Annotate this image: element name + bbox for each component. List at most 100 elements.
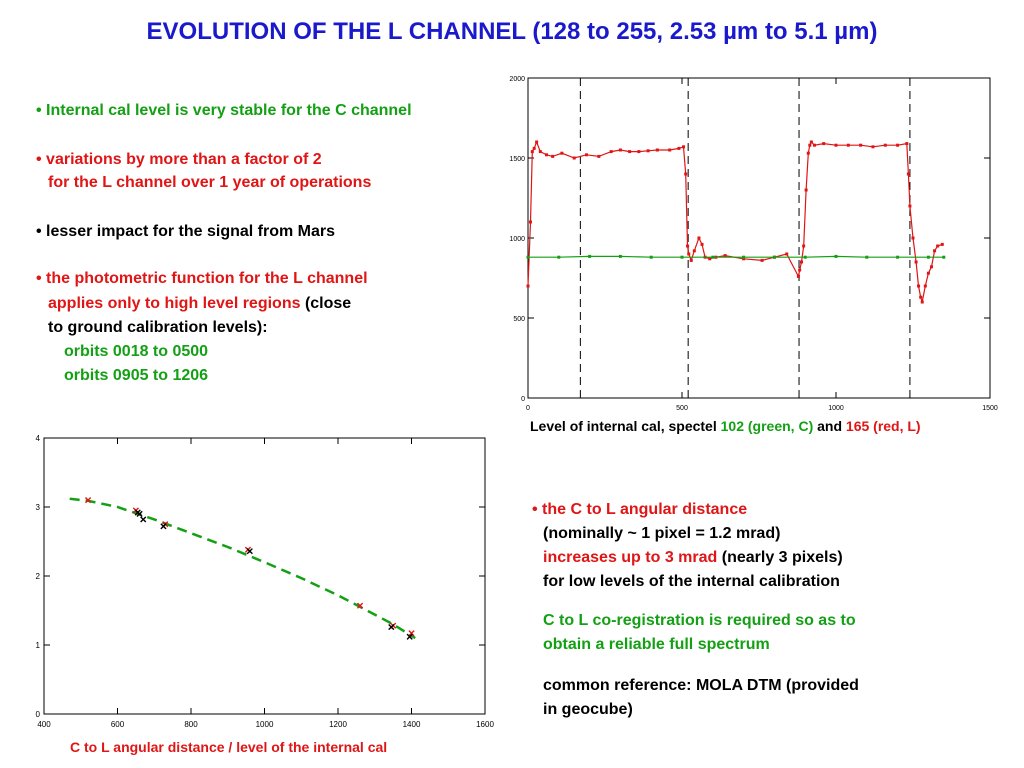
data-point-red	[859, 143, 863, 147]
y-tick-label: 1500	[509, 156, 525, 163]
data-point-red	[723, 254, 727, 258]
data-point-green	[896, 255, 900, 259]
data-point-green	[834, 254, 838, 258]
data-point-red	[760, 258, 764, 262]
x-tick-label: 400	[37, 720, 51, 729]
data-point-red	[785, 252, 789, 256]
data-point-red	[929, 265, 933, 269]
data-point-red	[609, 150, 613, 154]
x-tick-label: 800	[184, 720, 198, 729]
data-point-black	[140, 516, 147, 523]
caption-part-a: Level of internal cal, spectel	[530, 418, 717, 434]
data-point-green	[680, 255, 684, 259]
data-point-red	[85, 497, 92, 504]
data-point-red	[883, 143, 887, 147]
common-reference-line2: in geocube)	[543, 701, 633, 718]
angular-distance-chart: 0 1 2 3 4 400 600 800 1000 1200 1400 1600	[36, 434, 495, 729]
close-text: (close	[304, 295, 352, 312]
data-point-red	[908, 204, 912, 208]
data-point-black-stroke	[136, 510, 143, 517]
data-point-red	[809, 140, 813, 144]
data-point-red	[637, 150, 641, 154]
y-tick-label: 0	[36, 710, 41, 719]
data-point-red	[686, 244, 690, 248]
data-point-green	[865, 255, 869, 259]
data-point-red	[677, 146, 681, 150]
data-point-red	[911, 236, 915, 240]
data-point-red	[687, 252, 691, 256]
data-point-red	[804, 188, 808, 192]
x-tick-label: 500	[676, 405, 688, 412]
data-point-red	[808, 143, 812, 147]
data-point-red	[551, 154, 555, 158]
x-tick-label: 1200	[329, 720, 347, 729]
data-point-red	[914, 260, 918, 264]
data-point-green	[557, 255, 561, 259]
data-point-black	[406, 633, 413, 640]
data-point-red-stroke	[85, 497, 92, 504]
orbit-range-2: orbits 0905 to 1206	[64, 367, 209, 384]
top-chart-caption: Level of internal cal, spectel 102 (gree…	[530, 418, 921, 434]
data-point-green	[942, 255, 946, 259]
bullet-photometric-line3: to ground calibration levels):	[48, 319, 268, 336]
y-tick-label: 2000	[509, 76, 525, 83]
data-point-red	[560, 151, 564, 155]
data-point-green	[526, 255, 530, 259]
data-point-red	[538, 150, 542, 154]
data-point-red	[871, 145, 875, 149]
increase-text: increases up to 3 mrad	[543, 549, 718, 566]
data-point-red	[796, 274, 800, 278]
data-point-red	[628, 150, 632, 154]
data-point-red	[919, 295, 923, 299]
high-level-regions-text: applies only to high level regions	[48, 295, 301, 312]
bullet-variations: • variations by more than a factor of 2	[36, 151, 322, 168]
data-point-red	[798, 268, 802, 272]
series-line-red	[527, 140, 943, 303]
data-point-black-stroke	[140, 516, 147, 523]
low-levels-text: for low levels of the internal calibrati…	[543, 573, 840, 590]
data-point-black	[388, 623, 395, 631]
increase-line: increases up to 3 mrad (nearly 3 pixels)	[543, 546, 843, 569]
y-tick-label: 1000	[509, 236, 525, 243]
data-point-red	[800, 260, 804, 264]
coregistration-line2: obtain a reliable full spectrum	[543, 636, 770, 653]
caption-part-red: 165 (red, L)	[845, 418, 921, 434]
data-point-red	[806, 151, 810, 155]
nominal-pixel-text: (nominally ~ 1 pixel = 1.2 mrad)	[543, 525, 781, 542]
bottom-chart-caption: C to L angular distance / level of the i…	[70, 739, 388, 755]
data-point-red	[528, 220, 532, 224]
data-point-black-stroke	[388, 623, 395, 631]
data-point-green	[711, 255, 715, 259]
data-point-green	[926, 255, 930, 259]
data-point-green	[742, 255, 746, 259]
y-tick-label: 0	[521, 396, 525, 403]
data-point-green	[588, 254, 592, 258]
x-tick-label: 1400	[403, 720, 421, 729]
data-point-red	[408, 630, 415, 637]
data-point-red	[684, 172, 688, 176]
data-point-red	[920, 300, 924, 304]
y-tick-label: 4	[36, 434, 41, 443]
bullet-c-channel-stable: • Internal cal level is very stable for …	[36, 102, 412, 119]
data-point-black-stroke	[246, 548, 253, 555]
x-tick-label: 1000	[828, 405, 844, 412]
data-point-red	[917, 284, 921, 288]
data-point-black-stroke	[160, 523, 167, 530]
data-point-red	[585, 153, 589, 157]
data-point-red	[692, 249, 696, 253]
data-point-black	[160, 523, 167, 530]
data-point-red	[700, 242, 704, 246]
data-point-red	[940, 242, 944, 246]
data-point-red	[572, 156, 576, 160]
data-point-red	[923, 284, 927, 288]
data-point-red	[618, 148, 622, 152]
data-point-red	[846, 143, 850, 147]
data-point-red-stroke	[356, 602, 364, 609]
data-point-red	[356, 602, 364, 609]
data-point-green	[618, 254, 622, 258]
bullet-angular-distance: • the C to L angular distance	[532, 501, 748, 518]
data-point-red	[834, 143, 838, 147]
coregistration-line1: C to L co-registration is required so as…	[543, 612, 856, 629]
data-point-red	[597, 154, 601, 158]
caption-part-and: and	[817, 418, 843, 434]
